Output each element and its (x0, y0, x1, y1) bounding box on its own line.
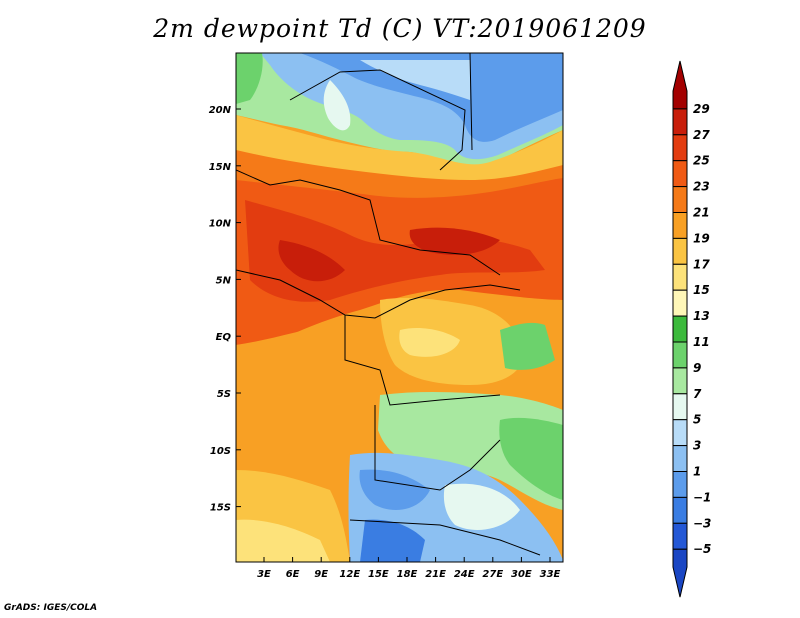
lon-label: 12E (339, 569, 360, 580)
colorbar: 29 27 25 23 21 19 17 15 13 11 9 7 5 3 1 −1 −3 −5 (672, 60, 711, 598)
colorbar-swatch (672, 289, 688, 317)
colorbar-label: 5 (693, 413, 701, 427)
lat-label: 10S (210, 446, 231, 457)
colorbar-swatch (672, 522, 688, 550)
colorbar-label: 23 (693, 180, 710, 194)
colorbar-swatch (672, 367, 688, 395)
lon-label: 6E (286, 569, 300, 580)
colorbar-label: −5 (693, 542, 711, 556)
colorbar-swatch (672, 108, 688, 136)
dewpoint-field (236, 53, 563, 562)
map-title: 2m dewpoint Td (C) VT:2019061209 (153, 14, 647, 43)
colorbar-label: 21 (693, 206, 710, 220)
lat-label: 15S (210, 503, 231, 514)
colorbar-swatch (672, 419, 688, 447)
colorbar-label: 29 (693, 102, 710, 116)
colorbar-label: −1 (693, 490, 711, 504)
lon-label: 9E (314, 569, 328, 580)
lat-axis: 20N 15N 10N 5N EQ 5S 10S 15S (209, 105, 241, 514)
lon-label: 24E (454, 569, 475, 580)
colorbar-label: 1 (693, 465, 701, 479)
colorbar-swatch (672, 445, 688, 473)
colorbar-swatch (672, 212, 688, 239)
colorbar-swatch (672, 263, 688, 291)
colorbar-label: 19 (693, 231, 710, 245)
colorbar-label: 17 (693, 257, 710, 271)
colorbar-swatch (672, 160, 688, 188)
colorbar-swatch (672, 496, 688, 524)
colorbar-label: 9 (693, 361, 701, 375)
lat-label: EQ (216, 332, 232, 343)
lat-label: 20N (209, 105, 232, 116)
map-frame (235, 52, 564, 563)
lat-label: 5N (216, 275, 232, 286)
lat-label: 10N (209, 219, 232, 230)
lon-label: 15E (368, 569, 389, 580)
colorbar-label: 15 (693, 283, 710, 297)
lat-label: 15N (209, 162, 232, 173)
lon-label: 21E (425, 569, 446, 580)
colorbar-swatch (672, 341, 688, 369)
colorbar-swatch (672, 134, 688, 162)
footer-credit: GrADS: IGES/COLA (4, 603, 98, 613)
lon-label: 27E (482, 569, 503, 580)
colorbar-swatch (672, 186, 688, 214)
lon-label: 18E (397, 569, 418, 580)
lon-axis: 3E 6E 9E 12E 15E 18E 21E 24E 27E 30E 33E (257, 557, 561, 580)
colorbar-swatch (672, 471, 688, 498)
colorbar-label: 7 (693, 387, 702, 401)
colorbar-label: 13 (693, 309, 710, 323)
colorbar-label: 25 (693, 154, 710, 168)
colorbar-swatch (672, 60, 688, 110)
lon-label: 3E (257, 569, 271, 580)
colorbar-swatch (672, 393, 688, 421)
colorbar-label: 3 (693, 439, 701, 453)
colorbar-label: 11 (693, 335, 710, 349)
lon-label: 33E (540, 569, 561, 580)
colorbar-label: 27 (693, 128, 710, 142)
lat-label: 5S (217, 389, 231, 400)
colorbar-swatch (672, 548, 688, 598)
colorbar-label: −3 (693, 516, 711, 530)
colorbar-swatch (672, 237, 688, 265)
lon-label: 30E (511, 569, 532, 580)
colorbar-swatch (672, 315, 688, 343)
country-borders (236, 53, 541, 556)
